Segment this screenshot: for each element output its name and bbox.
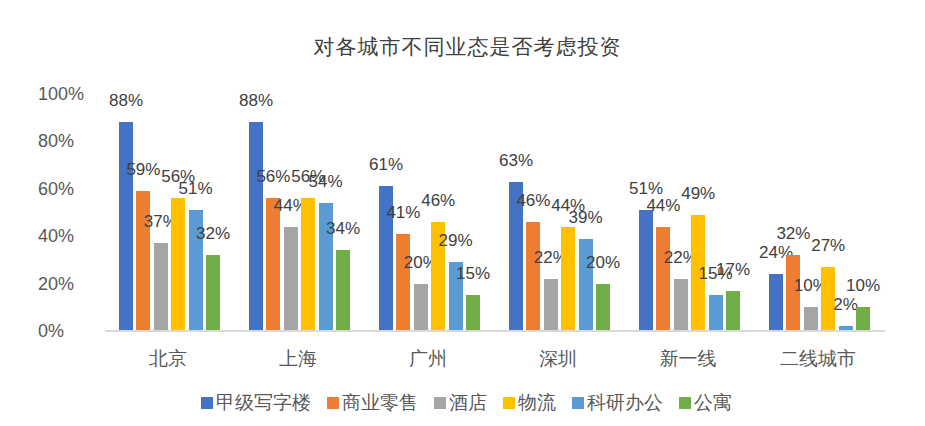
- y-axis-tick-label: 40%: [38, 226, 74, 246]
- legend-label: 物流: [518, 390, 556, 416]
- bar-科研办公-新一线: [709, 295, 723, 331]
- x-axis-category-label: 广州: [409, 349, 447, 369]
- data-label: 2%: [833, 296, 858, 313]
- data-label: 61%: [369, 156, 403, 173]
- bar-公寓-新一线: [726, 291, 740, 331]
- bar-酒店-广州: [414, 284, 428, 331]
- y-axis-tick-label: 20%: [38, 274, 74, 294]
- legend-swatch-icon: [434, 397, 446, 409]
- bar-物流-上海: [301, 198, 315, 331]
- legend-item-科研办公: 科研办公: [572, 390, 663, 416]
- data-label: 63%: [499, 152, 533, 169]
- legend-swatch-icon: [503, 397, 515, 409]
- data-label: 32%: [196, 225, 230, 242]
- x-axis-category-label: 深圳: [539, 349, 577, 369]
- bar-甲级写字楼-北京: [119, 122, 133, 331]
- data-label: 39%: [569, 209, 603, 226]
- legend-label: 甲级写字楼: [216, 390, 311, 416]
- data-label: 27%: [811, 237, 845, 254]
- bar-公寓-北京: [206, 255, 220, 331]
- legend-item-公寓: 公寓: [679, 390, 732, 416]
- legend-item-酒店: 酒店: [434, 390, 487, 416]
- y-axis-tick-label: 100%: [38, 84, 84, 104]
- data-label: 54%: [309, 173, 343, 190]
- legend-item-甲级写字楼: 甲级写字楼: [201, 390, 311, 416]
- data-label: 88%: [239, 92, 273, 109]
- bar-公寓-广州: [466, 295, 480, 331]
- bar-商业零售-新一线: [656, 227, 670, 331]
- bar-公寓-二线城市: [856, 307, 870, 331]
- bar-物流-北京: [171, 198, 185, 331]
- x-axis-category-label: 新一线: [660, 349, 717, 369]
- data-label: 29%: [439, 232, 473, 249]
- data-label: 51%: [179, 180, 213, 197]
- data-label: 49%: [681, 185, 715, 202]
- bar-物流-深圳: [561, 227, 575, 331]
- data-label: 17%: [716, 261, 750, 278]
- legend-swatch-icon: [327, 397, 339, 409]
- data-label: 56%: [256, 168, 290, 185]
- bar-公寓-深圳: [596, 284, 610, 331]
- y-axis-tick-label: 80%: [38, 131, 74, 151]
- x-axis-category-label: 北京: [149, 349, 187, 369]
- y-axis-tick-label: 60%: [38, 179, 74, 199]
- legend-swatch-icon: [572, 397, 584, 409]
- data-label: 32%: [776, 225, 810, 242]
- bar-酒店-深圳: [544, 279, 558, 331]
- legend-swatch-icon: [679, 397, 691, 409]
- data-label: 46%: [421, 192, 455, 209]
- bar-酒店-二线城市: [804, 307, 818, 331]
- legend-item-商业零售: 商业零售: [327, 390, 418, 416]
- data-label: 46%: [516, 192, 550, 209]
- data-label: 41%: [386, 204, 420, 221]
- bar-商业零售-上海: [266, 198, 280, 331]
- bar-甲级写字楼-上海: [249, 122, 263, 331]
- chart-title: 对各城市不同业态是否考虑投资: [0, 33, 925, 61]
- legend-swatch-icon: [201, 397, 213, 409]
- bar-酒店-上海: [284, 227, 298, 331]
- x-axis-category-label: 二线城市: [780, 349, 856, 369]
- data-label: 88%: [109, 92, 143, 109]
- bar-甲级写字楼-二线城市: [769, 274, 783, 331]
- data-label: 34%: [326, 220, 360, 237]
- data-label: 44%: [646, 197, 680, 214]
- bar-chart: 对各城市不同业态是否考虑投资 0% 20% 40% 60% 80% 100% 88% 88% 6…: [0, 0, 925, 426]
- x-axis-line: [105, 330, 885, 332]
- bar-公寓-上海: [336, 250, 350, 331]
- bar-商业零售-深圳: [526, 222, 540, 331]
- bar-酒店-北京: [154, 243, 168, 331]
- bar-甲级写字楼-新一线: [639, 210, 653, 331]
- bar-酒店-新一线: [674, 279, 688, 331]
- x-axis-category-label: 上海: [279, 349, 317, 369]
- legend-label: 酒店: [449, 390, 487, 416]
- legend-label: 科研办公: [587, 390, 663, 416]
- y-axis-tick-label: 0%: [38, 321, 64, 341]
- data-label: 20%: [586, 254, 620, 271]
- data-label: 15%: [456, 265, 490, 282]
- bar-商业零售-广州: [396, 234, 410, 331]
- data-label: 51%: [629, 180, 663, 197]
- legend: 甲级写字楼 商业零售 酒店 物流 科研办公 公寓: [4, 390, 925, 416]
- data-label: 10%: [846, 277, 880, 294]
- legend-item-物流: 物流: [503, 390, 556, 416]
- legend-label: 公寓: [694, 390, 732, 416]
- legend-label: 商业零售: [342, 390, 418, 416]
- data-label: 59%: [126, 161, 160, 178]
